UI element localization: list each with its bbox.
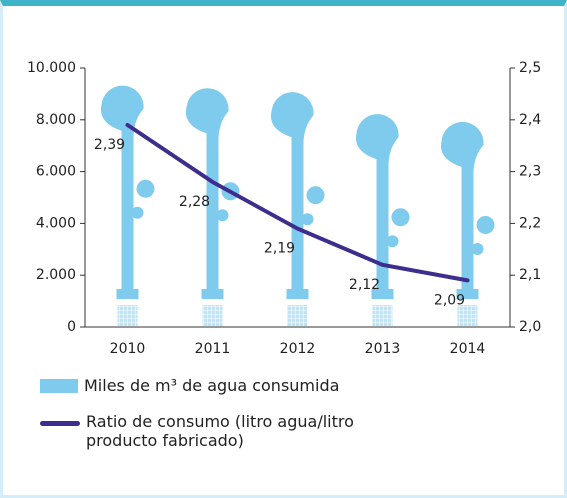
- faucet-grid: [118, 305, 138, 326]
- faucet-grid: [203, 305, 223, 326]
- splash: [477, 216, 495, 234]
- y2-tick-label: 2,3: [519, 164, 541, 180]
- data-label: 2,28: [179, 194, 210, 210]
- splash: [387, 235, 399, 247]
- splash: [217, 209, 229, 221]
- faucet-grid: [373, 305, 393, 326]
- x-tick-label: 2010: [110, 341, 146, 357]
- legend-swatch: [40, 379, 78, 393]
- faucet-grid: [288, 305, 308, 326]
- y2-tick-label: 2,0: [519, 319, 541, 335]
- legend-label: Miles de m³ de agua consumida: [84, 376, 339, 395]
- faucet: [287, 289, 309, 299]
- legend-swatch: [40, 421, 80, 426]
- y-tick-label: 10.000: [27, 60, 76, 76]
- y-tick-label: 2.000: [36, 267, 76, 283]
- data-label: 2,12: [349, 277, 380, 293]
- x-tick-label: 2011: [195, 341, 231, 357]
- x-tick-label: 2014: [450, 341, 486, 357]
- legend-item: Ratio de consumo (litro agua/litro produ…: [40, 412, 370, 450]
- data-label: 2,39: [94, 137, 125, 153]
- legend-label: Ratio de consumo (litro agua/litro produ…: [86, 412, 370, 450]
- water-bar: [271, 92, 314, 289]
- y2-tick-label: 2,4: [519, 112, 541, 128]
- y-tick-label: 0: [67, 319, 76, 335]
- y2-tick-label: 2,2: [519, 215, 541, 231]
- faucet: [202, 289, 224, 299]
- y-tick-label: 8.000: [36, 112, 76, 128]
- splash: [392, 208, 410, 226]
- y-tick-label: 6.000: [36, 164, 76, 180]
- legend-item: Miles de m³ de agua consumida: [40, 376, 339, 395]
- y2-tick-label: 2,5: [519, 60, 541, 76]
- splash: [472, 243, 484, 255]
- faucet: [117, 289, 139, 299]
- y-tick-label: 4.000: [36, 215, 76, 231]
- chart-frame: 0 2.000 4.000 6.000 8.000 10.000 2,0 2,1 2,2 2,3 2…: [0, 0, 567, 498]
- y2-tick-label: 2,1: [519, 267, 541, 283]
- data-label: 2,09: [434, 292, 465, 308]
- splash: [307, 186, 325, 204]
- water-bar: [441, 122, 484, 289]
- splash: [137, 180, 155, 198]
- x-tick-label: 2012: [280, 341, 316, 357]
- splash: [302, 213, 314, 225]
- x-tick-label: 2013: [365, 341, 401, 357]
- splash: [132, 207, 144, 219]
- data-label: 2,19: [264, 241, 295, 257]
